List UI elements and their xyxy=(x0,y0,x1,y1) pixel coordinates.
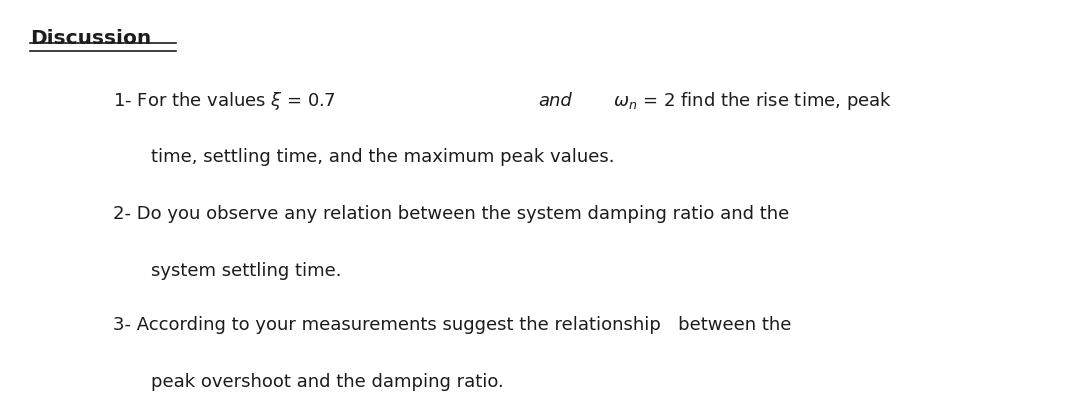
Text: 2- Do you observe any relation between the system damping ratio and the: 2- Do you observe any relation between t… xyxy=(113,205,789,223)
Text: 1- For the values $\xi$ = 0.7: 1- For the values $\xi$ = 0.7 xyxy=(113,90,336,112)
Text: 3- According to your measurements suggest the relationship   between the: 3- According to your measurements sugges… xyxy=(113,316,792,335)
Text: Discussion: Discussion xyxy=(30,29,151,48)
Text: peak overshoot and the damping ratio.: peak overshoot and the damping ratio. xyxy=(151,373,504,391)
Text: time, settling time, and the maximum peak values.: time, settling time, and the maximum pea… xyxy=(151,148,615,166)
Text: system settling time.: system settling time. xyxy=(151,262,341,280)
Text: and: and xyxy=(538,92,571,110)
Text: $\omega_n$ = 2 find the rise time, peak: $\omega_n$ = 2 find the rise time, peak xyxy=(613,90,892,112)
